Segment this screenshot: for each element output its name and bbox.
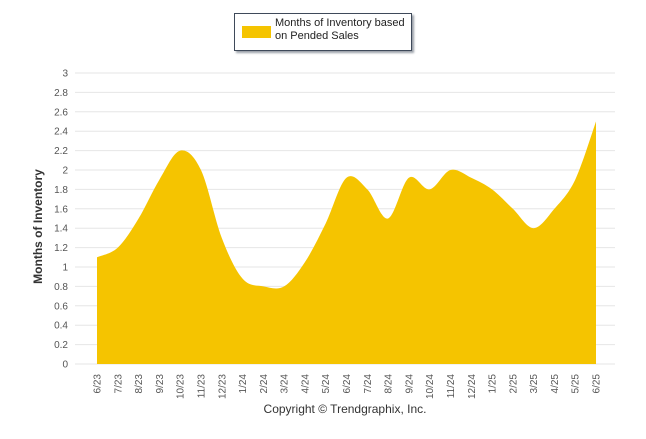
x-tick-label-6: 12/23 (217, 374, 228, 399)
x-tick-label-7: 1/24 (238, 374, 249, 394)
x-tick-label-10: 4/24 (300, 374, 311, 394)
x-tick-label-12: 6/24 (342, 374, 353, 394)
x-tick-label-15: 9/24 (404, 374, 415, 394)
y-tick-label-13: 2.6 (54, 107, 68, 118)
x-tick-label-3: 9/23 (155, 374, 166, 394)
x-tick-label-5: 11/23 (196, 374, 207, 399)
x-tick-label-21: 3/25 (529, 374, 540, 394)
y-tick-label-12: 2.4 (54, 127, 68, 138)
x-tick-label-4: 10/23 (176, 374, 187, 399)
x-tick-label-14: 8/24 (384, 374, 395, 394)
legend-swatch (242, 26, 271, 38)
y-tick-label-0: 0 (62, 360, 68, 371)
legend-label-line1: Months of Inventory based (275, 17, 405, 29)
y-tick-label-9: 1.8 (54, 185, 68, 196)
y-tick-label-10: 2 (62, 166, 68, 177)
y-tick-label-1: 0.2 (54, 340, 68, 351)
y-tick-label-4: 0.8 (54, 282, 68, 293)
x-tick-label-20: 2/25 (508, 374, 519, 394)
x-tick-label-0: 6/23 (93, 374, 104, 394)
legend-label: Months of Inventory based on Pended Sale… (275, 17, 409, 43)
legend-label-line2: on Pended Sales (275, 30, 359, 42)
x-tick-label-13: 7/24 (363, 374, 374, 394)
x-tick-label-1: 7/23 (113, 374, 124, 394)
copyright-text: Copyright © Trendgraphix, Inc. (263, 402, 427, 416)
series-area (97, 121, 596, 364)
y-tick-label-15: 3 (62, 69, 68, 80)
x-tick-label-2: 8/23 (134, 374, 145, 394)
x-tick-label-22: 4/25 (550, 374, 561, 394)
y-tick-label-5: 1 (62, 263, 68, 274)
x-tick-label-24: 6/25 (592, 374, 603, 394)
x-tick-label-17: 11/24 (446, 374, 457, 399)
y-tick-label-3: 0.6 (54, 301, 68, 312)
y-tick-label-14: 2.8 (54, 88, 68, 99)
y-tick-label-7: 1.4 (54, 224, 68, 235)
x-tick-label-23: 5/25 (571, 374, 582, 394)
x-tick-label-16: 10/24 (425, 374, 436, 399)
chart-legend: Months of Inventory based on Pended Sale… (234, 13, 412, 51)
x-tick-label-18: 12/24 (467, 374, 478, 399)
y-tick-label-6: 1.2 (54, 243, 68, 254)
y-tick-label-2: 0.4 (54, 321, 68, 332)
x-tick-label-11: 5/24 (321, 374, 332, 394)
y-axis-title: Months of Inventory (31, 169, 45, 284)
x-tick-label-19: 1/25 (488, 374, 499, 394)
x-tick-label-8: 2/24 (259, 374, 270, 394)
y-tick-label-11: 2.2 (54, 146, 68, 157)
x-tick-label-9: 3/24 (280, 374, 291, 394)
y-tick-label-8: 1.6 (54, 204, 68, 215)
